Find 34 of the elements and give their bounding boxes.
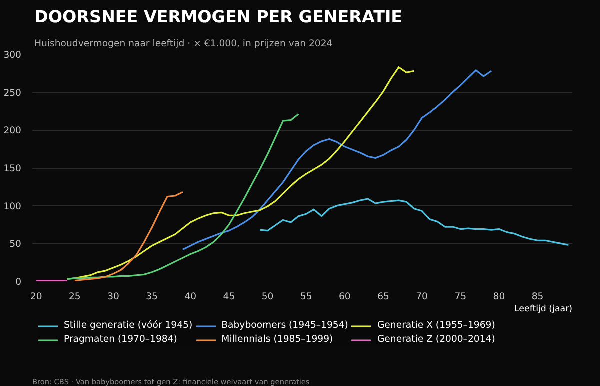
x-tick-label: 40 — [184, 292, 197, 302]
y-tick-label: 150 — [4, 164, 22, 174]
x-tick-label: 30 — [108, 292, 120, 302]
y-tick-label: 300 — [4, 50, 22, 61]
line-series — [259, 198, 570, 246]
legend-label: Stille generatie (vóór 1945) — [64, 320, 193, 331]
line-series — [182, 70, 492, 251]
y-tick-label: 200 — [4, 126, 22, 137]
x-tick-label: 85 — [532, 292, 544, 302]
legend-label: Pragmaten (1970–1984) — [64, 334, 178, 345]
x-tick-label: 60 — [338, 292, 351, 302]
x-axis-title: Leeftijd (jaar) — [514, 304, 573, 314]
x-tick-label: 55 — [300, 292, 312, 302]
x-tick-label: 50 — [262, 292, 274, 302]
x-tick-label: 80 — [493, 292, 506, 302]
y-tick-label: 0 — [16, 277, 22, 288]
chart-subtitle: Huishoudvermogen naar leeftijd · × €1.000, in prijzen van 2024 — [34, 38, 333, 50]
x-tick-label: 45 — [223, 292, 236, 302]
legend-label: Millennials (1985–1999) — [222, 334, 334, 345]
y-tick-label: 100 — [4, 201, 22, 212]
legend-label: Generatie X (1955–1969) — [377, 320, 496, 331]
x-tick-label: 35 — [146, 292, 158, 302]
x-tick-label: 25 — [68, 292, 81, 302]
x-tick-label: 75 — [454, 292, 467, 302]
legend-label: Babyboomers (1945–1954) — [222, 320, 348, 331]
chart-title: DOORSNEE VERMOGEN PER GENERATIE — [34, 8, 403, 26]
line-series — [66, 113, 300, 280]
line-series — [74, 191, 184, 282]
legend-label: Generatie Z (2000–2014) — [377, 334, 496, 345]
x-tick-label: 20 — [30, 292, 42, 302]
y-tick-label: 250 — [4, 88, 22, 99]
x-tick-label: 65 — [378, 292, 390, 302]
x-tick-label: 70 — [416, 292, 428, 302]
y-tick-label: 50 — [10, 239, 22, 250]
